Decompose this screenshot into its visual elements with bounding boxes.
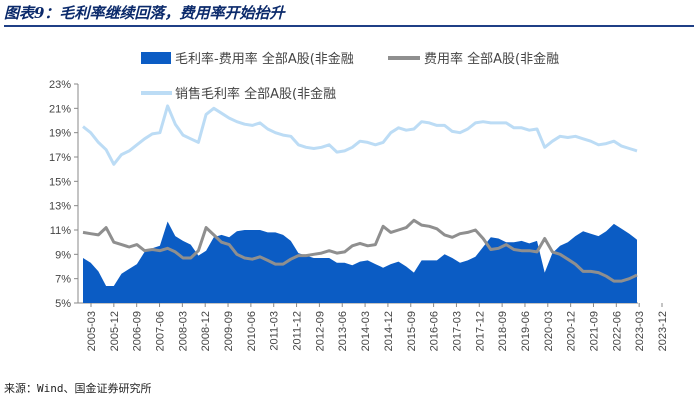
- x-tick-label: 2014-12: [383, 311, 395, 351]
- legend-label-expense: 费用率 全部A股(非金融: [424, 51, 559, 67]
- x-tick-label: 2014-03: [360, 311, 372, 351]
- y-tick-label: 21%: [49, 103, 71, 115]
- x-tick-label: 2011-12: [292, 311, 304, 351]
- x-tick-label: 2022-06: [611, 311, 623, 351]
- x-tick-label: 2017-12: [474, 311, 486, 351]
- x-tick-label: 2005-12: [109, 311, 121, 351]
- y-tick-label: 19%: [49, 128, 71, 140]
- x-tick-label: 2009-09: [223, 311, 235, 351]
- y-tick-label: 23%: [49, 79, 71, 91]
- x-tick-label: 2019-06: [520, 311, 532, 351]
- x-tick-label: 2020-12: [566, 311, 578, 351]
- y-tick-label: 11%: [50, 225, 71, 237]
- title-divider: [4, 25, 694, 27]
- series-area-margin-minus-expense: [83, 221, 637, 303]
- y-tick-label: 17%: [49, 152, 71, 164]
- x-tick-label: 2017-03: [451, 311, 463, 351]
- x-tick-label: 2006-09: [132, 311, 144, 351]
- y-tick-label: 13%: [49, 201, 71, 213]
- x-tick-label: 2021-09: [588, 311, 600, 351]
- y-tick-label: 5%: [55, 298, 71, 310]
- series-line-gross-margin: [82, 104, 638, 166]
- x-tick-label: 2018-09: [497, 311, 509, 351]
- x-tick-label: 2011-03: [269, 311, 281, 351]
- x-tick-label: 2010-06: [246, 311, 258, 351]
- legend-label-gross: 销售毛利率 全部A股(非金融: [175, 86, 336, 102]
- x-tick-label: 2013-06: [337, 311, 349, 351]
- chart-axes: 5% 7% 9% 11% 13% 15% 17% 19% 21% 23% 2005-03 2005-1…: [49, 79, 669, 351]
- legend-label-area: 毛利率-费用率 全部A股(非金融: [175, 51, 354, 67]
- legend-swatch-area: [141, 52, 171, 64]
- source-note: 来源：Wind、国金证券研究所: [4, 382, 152, 395]
- x-tick-label: 2023-12: [657, 311, 669, 351]
- x-tick-label: 2023-03: [634, 311, 646, 351]
- x-tick-label: 2007-06: [155, 311, 167, 351]
- x-tick-label: 2005-03: [86, 311, 98, 351]
- x-tick-label: 2016-06: [429, 311, 441, 351]
- x-tick-label: 2012-09: [314, 311, 326, 351]
- y-tick-label: 7%: [55, 274, 71, 286]
- x-tick-label: 2008-03: [177, 311, 189, 351]
- page-title: 图表9：毛利率继续回落，费用率开始抬升: [4, 4, 285, 22]
- series-line-expense-ratio: [82, 218, 638, 283]
- x-tick-label: 2015-09: [406, 311, 418, 351]
- y-tick-label: 9%: [55, 249, 71, 261]
- y-tick-label: 15%: [49, 176, 71, 188]
- x-tick-label: 2020-03: [543, 311, 555, 351]
- chart-series: [82, 104, 638, 303]
- x-tick-label: 2008-12: [200, 311, 212, 351]
